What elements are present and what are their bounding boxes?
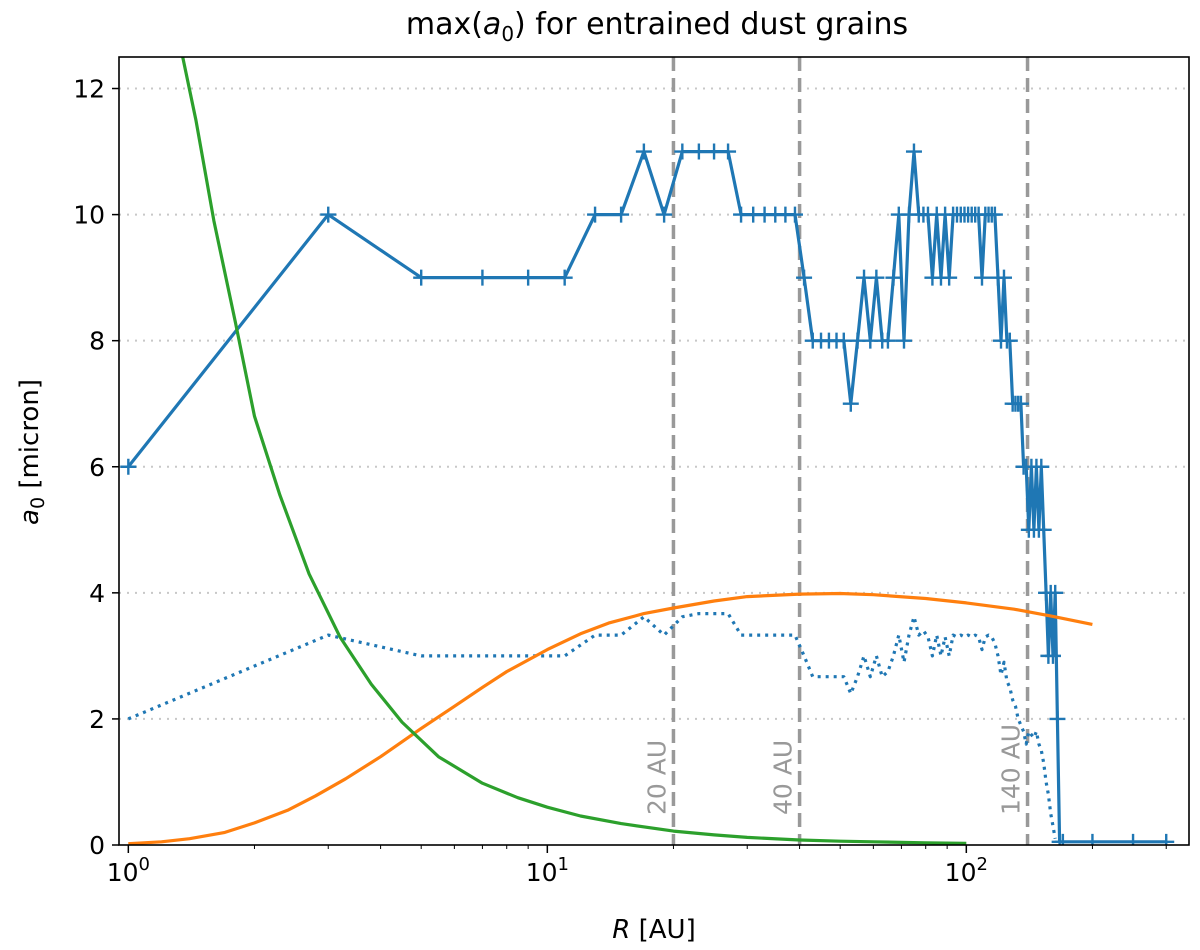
series-marker-0: [635, 143, 652, 160]
series-marker-0: [796, 269, 813, 286]
series-marker-0: [520, 269, 537, 286]
series-marker-0: [1158, 833, 1175, 845]
series-marker-0: [895, 332, 912, 349]
x-tick-label-1: 100: [107, 854, 150, 887]
x-tick-label-10: 101: [526, 854, 569, 887]
vline-label-140: 140 AU: [997, 724, 1026, 815]
y-tick-label-2: 2: [89, 705, 105, 734]
series-line-2: [128, 591, 1093, 845]
series-marker-0: [1035, 521, 1052, 538]
series-line-3: [181, 57, 967, 845]
series-marker-0: [941, 269, 958, 286]
series-marker-0: [835, 332, 852, 349]
series-marker-0: [868, 269, 885, 286]
y-tick-label-6: 6: [89, 453, 105, 482]
chart-title: max(a0) for entrained dust grains: [406, 7, 908, 46]
plot-area: [120, 57, 1175, 845]
y-tick-label-0: 0: [89, 831, 105, 860]
series-marker-0: [885, 269, 902, 286]
y-tick-label-10: 10: [73, 201, 105, 230]
series-marker-0: [1001, 332, 1018, 349]
series-marker-0: [786, 206, 803, 223]
series-marker-0: [320, 206, 337, 223]
series-marker-0: [690, 143, 707, 160]
y-tick-label-12: 12: [73, 75, 105, 104]
series-marker-0: [613, 206, 630, 223]
series-marker-0: [720, 143, 737, 160]
series-marker-0: [413, 269, 430, 286]
vertical-reference-lines: 20 AU 40 AU 140 AU: [642, 57, 1030, 845]
series-marker-0: [1012, 395, 1029, 412]
series-marker-0: [1084, 833, 1101, 845]
axes-frame: [118, 56, 1190, 846]
series-marker-0: [842, 395, 859, 412]
y-axis-ticks: 0 2 4 6 8 10 12: [73, 75, 119, 860]
y-tick-label-8: 8: [89, 327, 105, 356]
series-marker-0: [120, 458, 137, 475]
series-marker-0: [905, 143, 922, 160]
series-marker-0: [1125, 833, 1142, 845]
x-axis-ticks: 100 101 102: [107, 845, 1167, 887]
series-marker-0: [879, 332, 896, 349]
series-marker-0: [986, 206, 1003, 223]
series-marker-0: [674, 143, 691, 160]
series-marker-0: [656, 206, 673, 223]
y-axis-label: a0 [micron]: [15, 379, 49, 525]
series-marker-0: [706, 143, 723, 160]
series-marker-0: [474, 269, 491, 286]
series-marker-0: [973, 269, 990, 286]
series-marker-0: [1049, 710, 1066, 727]
series-line-1: [127, 611, 1057, 839]
series-marker-0: [1054, 833, 1071, 845]
y-tick-label-4: 4: [89, 579, 105, 608]
series-marker-0: [1044, 647, 1061, 664]
series-marker-0: [995, 269, 1012, 286]
x-axis-label: R [AU]: [612, 915, 695, 945]
series-marker-0: [587, 206, 604, 223]
series-group: [120, 57, 1175, 845]
vline-label-40: 40 AU: [769, 740, 798, 815]
series-marker-0: [1047, 584, 1064, 601]
x-tick-label-100: 102: [945, 854, 988, 887]
series-marker-0: [1033, 458, 1050, 475]
series-marker-0: [556, 269, 573, 286]
vline-label-20: 20 AU: [642, 740, 671, 815]
